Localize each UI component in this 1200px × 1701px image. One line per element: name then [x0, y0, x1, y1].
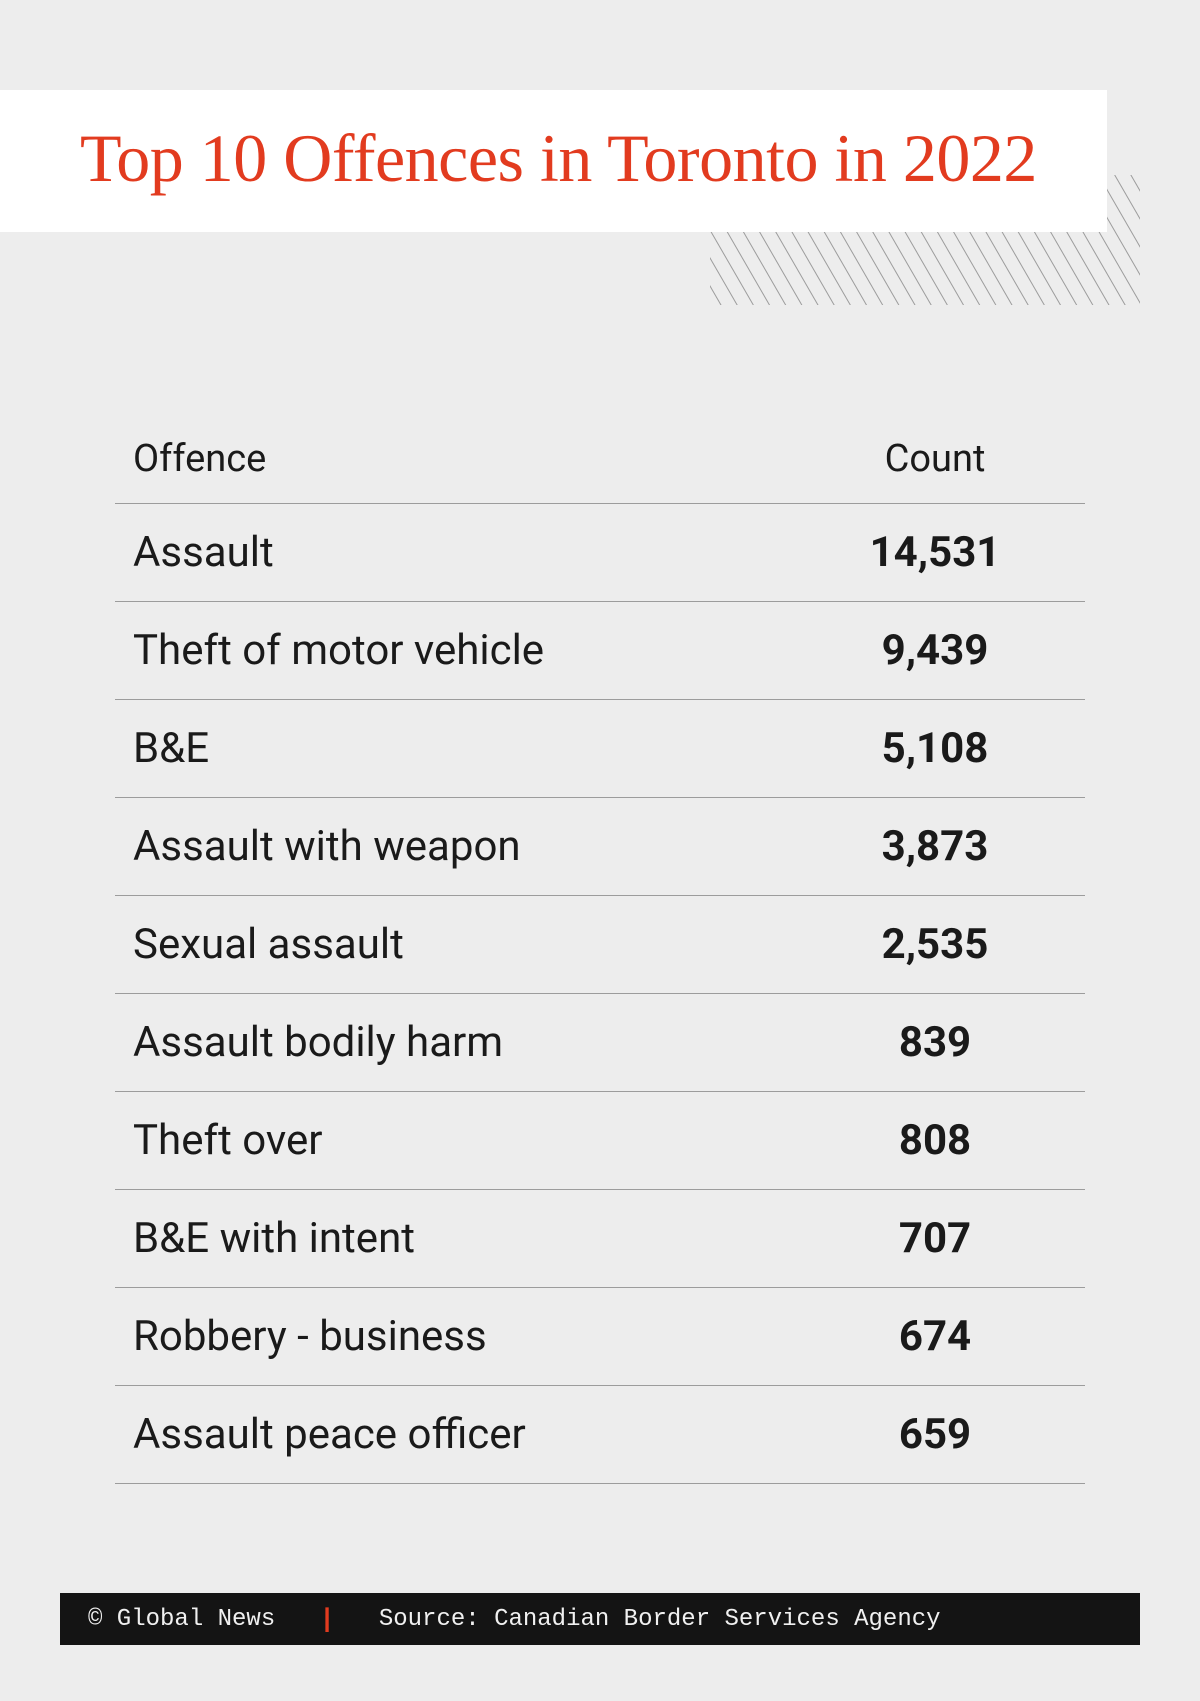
table-row: Assault with weapon 3,873: [115, 798, 1085, 896]
footer-source: Source: Canadian Border Services Agency: [379, 1606, 1140, 1633]
count-cell: 674: [785, 1288, 1085, 1386]
count-cell: 3,873: [785, 798, 1085, 896]
offence-cell: Assault peace officer: [115, 1386, 785, 1484]
table-row: Assault 14,531: [115, 504, 1085, 602]
table-header-row: Offence Count: [115, 415, 1085, 504]
table-row: Sexual assault 2,535: [115, 896, 1085, 994]
count-cell: 839: [785, 994, 1085, 1092]
offence-cell: Theft over: [115, 1092, 785, 1190]
table-row: B&E with intent 707: [115, 1190, 1085, 1288]
count-cell: 9,439: [785, 602, 1085, 700]
table-row: Theft of motor vehicle 9,439: [115, 602, 1085, 700]
offence-cell: Assault: [115, 504, 785, 602]
footer-copyright: © Global News: [60, 1606, 275, 1633]
table-row: B&E 5,108: [115, 700, 1085, 798]
col-header-offence: Offence: [115, 415, 785, 504]
offence-cell: Sexual assault: [115, 896, 785, 994]
offence-cell: B&E: [115, 700, 785, 798]
title-block: Top 10 Offences in Toronto in 2022: [0, 90, 1107, 232]
offence-cell: B&E with intent: [115, 1190, 785, 1288]
count-cell: 5,108: [785, 700, 1085, 798]
count-cell: 14,531: [785, 504, 1085, 602]
count-cell: 2,535: [785, 896, 1085, 994]
col-header-count: Count: [785, 415, 1085, 504]
offence-cell: Theft of motor vehicle: [115, 602, 785, 700]
count-cell: 707: [785, 1190, 1085, 1288]
offences-table-wrap: Offence Count Assault 14,531 Theft of mo…: [115, 415, 1085, 1484]
offence-cell: Assault bodily harm: [115, 994, 785, 1092]
footer-divider: |: [275, 1604, 379, 1634]
page-title: Top 10 Offences in Toronto in 2022: [80, 118, 1037, 198]
table-row: Assault bodily harm 839: [115, 994, 1085, 1092]
table-row: Robbery - business 674: [115, 1288, 1085, 1386]
count-cell: 659: [785, 1386, 1085, 1484]
footer-bar: © Global News | Source: Canadian Border …: [60, 1593, 1140, 1645]
offence-cell: Assault with weapon: [115, 798, 785, 896]
count-cell: 808: [785, 1092, 1085, 1190]
offence-cell: Robbery - business: [115, 1288, 785, 1386]
table-row: Theft over 808: [115, 1092, 1085, 1190]
table-row: Assault peace officer 659: [115, 1386, 1085, 1484]
offences-table: Offence Count Assault 14,531 Theft of mo…: [115, 415, 1085, 1484]
